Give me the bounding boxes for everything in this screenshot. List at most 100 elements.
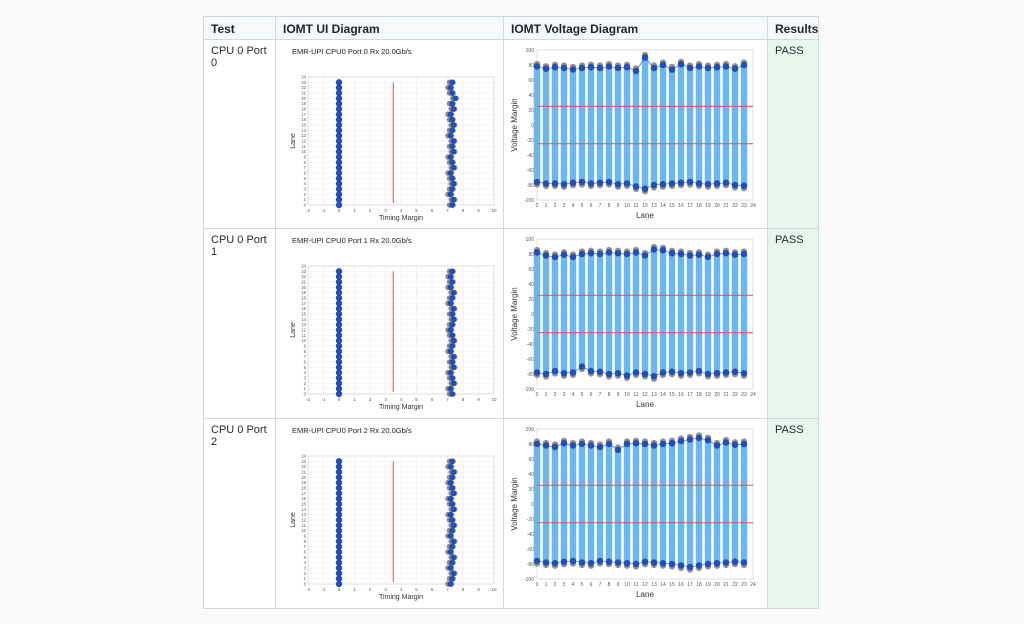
right-margin-point xyxy=(447,495,454,502)
left-margin-point xyxy=(335,580,343,588)
x-tick-label: 15 xyxy=(669,392,675,398)
y-tick-label: 22 xyxy=(301,85,306,90)
low-margin-point xyxy=(578,559,586,566)
y-tick-label: 100 xyxy=(526,237,535,243)
x-tick-label: 13 xyxy=(651,203,657,209)
left-margin-point xyxy=(335,374,343,382)
low-margin-point xyxy=(596,368,604,375)
low-margin-point xyxy=(560,558,568,565)
high-margin-point xyxy=(596,443,604,451)
left-margin-point xyxy=(335,300,343,307)
y-tick-label: 40 xyxy=(528,472,534,478)
y-tick-label: 19 xyxy=(301,480,306,485)
right-margin-point xyxy=(447,533,454,539)
low-margin-point xyxy=(560,370,568,377)
x-tick-label: 15 xyxy=(669,203,675,209)
voltage-bar xyxy=(623,254,631,376)
voltage-bar xyxy=(731,254,739,372)
x-tick-label: 13 xyxy=(651,392,657,398)
x-tick-label: 20 xyxy=(714,392,720,398)
voltage-bar xyxy=(713,67,721,184)
voltage-bar xyxy=(587,253,595,371)
left-margin-point xyxy=(335,148,343,155)
right-margin-point xyxy=(449,100,455,107)
left-margin-point xyxy=(335,364,343,371)
right-margin-point xyxy=(450,380,457,387)
row-1-ui-chart: EMR-UPI CPU0 Port 1 Rx 20.0Gb/s-2 -1 0 1 2 3 4… xyxy=(290,236,497,411)
high-margin-point xyxy=(641,54,649,61)
high-margin-point xyxy=(623,64,631,71)
y-tick-label: 13 xyxy=(301,512,306,517)
right-margin-point xyxy=(450,164,457,171)
low-margin-point xyxy=(623,372,631,379)
x-tick-label: 8 xyxy=(608,392,611,398)
left-margin-point xyxy=(335,79,343,86)
voltage-bar xyxy=(641,444,649,562)
voltage-bar xyxy=(740,444,748,563)
y-tick-label: 40 xyxy=(528,282,534,288)
y-tick-label: 20 xyxy=(301,285,306,290)
y-axis-label: Voltage Margin xyxy=(510,98,519,151)
x-tick-label: 11 xyxy=(633,582,638,588)
x-tick-label: 1 xyxy=(353,208,356,213)
y-tick-label: -80 xyxy=(527,183,534,189)
left-margin-point xyxy=(335,132,343,139)
row-2-test-label: CPU 0 Port 2 xyxy=(211,424,267,448)
y-tick-label: 13 xyxy=(301,133,306,138)
high-margin-point xyxy=(668,250,676,257)
low-margin-point xyxy=(614,370,622,377)
y-tick-label: -80 xyxy=(527,372,534,378)
low-margin-point xyxy=(722,559,730,566)
y-tick-label: 1 xyxy=(304,386,307,391)
x-tick-label: 8 xyxy=(462,208,465,213)
x-tick-label: 5 xyxy=(415,587,418,592)
low-margin-point xyxy=(551,367,559,375)
low-margin-point xyxy=(596,557,604,565)
low-margin-point xyxy=(650,181,658,189)
high-margin-point xyxy=(578,440,586,448)
left-margin-point xyxy=(335,127,343,134)
high-margin-point xyxy=(587,250,595,257)
right-margin-point xyxy=(447,111,454,118)
high-margin-point xyxy=(704,64,712,72)
x-tick-label: 16 xyxy=(678,582,684,588)
x-tick-label: 2 xyxy=(554,392,557,398)
right-margin-point xyxy=(449,279,455,285)
low-margin-point xyxy=(578,178,586,186)
left-margin-point xyxy=(335,532,343,540)
voltage-bar xyxy=(569,69,577,183)
voltage-bar xyxy=(623,67,631,184)
high-margin-point xyxy=(560,251,568,258)
high-margin-point xyxy=(614,64,622,72)
left-margin-point xyxy=(335,337,343,344)
y-tick-label: 23 xyxy=(301,459,306,464)
x-tick-label: 6 xyxy=(590,582,593,588)
x-tick-label: 6 xyxy=(590,392,593,398)
x-tick-label: 14 xyxy=(660,203,666,209)
x-tick-label: 11 xyxy=(633,392,638,398)
y-tick-label: 18 xyxy=(301,296,306,301)
x-tick-label: 12 xyxy=(642,582,648,588)
x-tick-label: 0 xyxy=(536,582,539,588)
low-margin-point xyxy=(542,370,550,378)
voltage-bar xyxy=(551,67,559,184)
voltage-bar xyxy=(542,68,550,184)
left-margin-point xyxy=(335,564,343,572)
voltage-bar xyxy=(650,249,658,377)
left-margin-point xyxy=(335,196,343,203)
y-tick-label: 14 xyxy=(301,128,306,133)
right-margin-point xyxy=(447,479,454,486)
x-tick-label: 7 xyxy=(446,587,449,592)
voltage-bar xyxy=(542,445,550,563)
row-2-ui-chart: EMR-UPI CPU0 Port 2 Rx 20.0Gb/s-2 -1 0 1 2 3 4… xyxy=(290,426,497,601)
low-margin-point xyxy=(569,557,577,565)
y-tick-label: 11 xyxy=(302,144,307,149)
header-voltage-label: IOMT Voltage Diagram xyxy=(511,22,639,36)
left-margin-point xyxy=(335,111,343,118)
y-tick-label: 100 xyxy=(526,427,535,433)
voltage-bar xyxy=(551,257,559,371)
x-tick-label: 4 xyxy=(572,582,575,588)
x-tick-label: 3 xyxy=(563,582,566,588)
